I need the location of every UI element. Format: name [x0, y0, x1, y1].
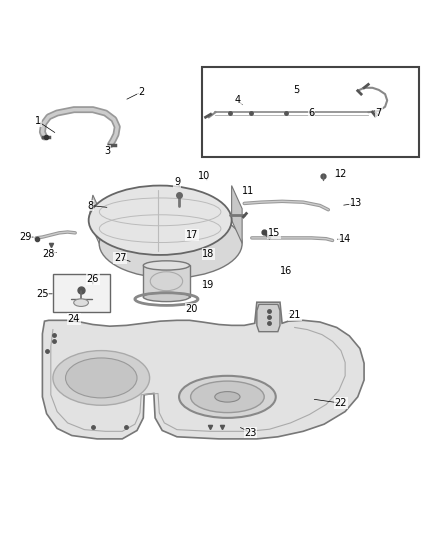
Text: 23: 23	[244, 427, 257, 438]
Text: 20: 20	[185, 304, 198, 313]
Polygon shape	[88, 195, 103, 244]
Text: 21: 21	[289, 310, 301, 320]
Bar	[53, 274, 110, 312]
Text: 25: 25	[36, 289, 49, 299]
Text: 28: 28	[42, 249, 55, 259]
Text: 11: 11	[242, 186, 254, 196]
Ellipse shape	[143, 293, 190, 302]
Polygon shape	[143, 265, 190, 297]
Text: 17: 17	[185, 230, 198, 240]
Text: 8: 8	[88, 200, 94, 211]
Text: 7: 7	[376, 108, 382, 118]
Text: 13: 13	[350, 198, 362, 208]
Ellipse shape	[179, 376, 276, 418]
Ellipse shape	[143, 261, 190, 270]
Text: 15: 15	[268, 228, 280, 238]
Text: 10: 10	[198, 171, 210, 181]
Polygon shape	[42, 302, 364, 439]
Polygon shape	[232, 185, 242, 244]
Text: 26: 26	[87, 274, 99, 284]
Text: 5: 5	[293, 85, 300, 95]
Text: 27: 27	[114, 253, 127, 263]
Text: 4: 4	[235, 95, 241, 106]
Text: 14: 14	[339, 234, 351, 244]
Text: 9: 9	[174, 177, 180, 188]
Ellipse shape	[74, 299, 88, 306]
Text: 12: 12	[335, 169, 347, 179]
Ellipse shape	[215, 392, 240, 402]
Ellipse shape	[191, 381, 264, 413]
Text: 3: 3	[105, 146, 111, 156]
Ellipse shape	[99, 209, 242, 278]
Text: 24: 24	[68, 314, 80, 324]
Text: 1: 1	[35, 116, 41, 126]
Text: 29: 29	[19, 232, 32, 242]
Ellipse shape	[66, 358, 137, 398]
Text: 22: 22	[335, 398, 347, 408]
Text: 16: 16	[280, 266, 293, 276]
Text: 19: 19	[202, 280, 215, 290]
Polygon shape	[257, 304, 280, 332]
Ellipse shape	[88, 185, 232, 255]
Text: 6: 6	[308, 108, 314, 118]
Ellipse shape	[53, 351, 150, 405]
Bar	[202, 67, 419, 157]
Text: 2: 2	[138, 87, 145, 97]
Text: 18: 18	[202, 249, 215, 259]
